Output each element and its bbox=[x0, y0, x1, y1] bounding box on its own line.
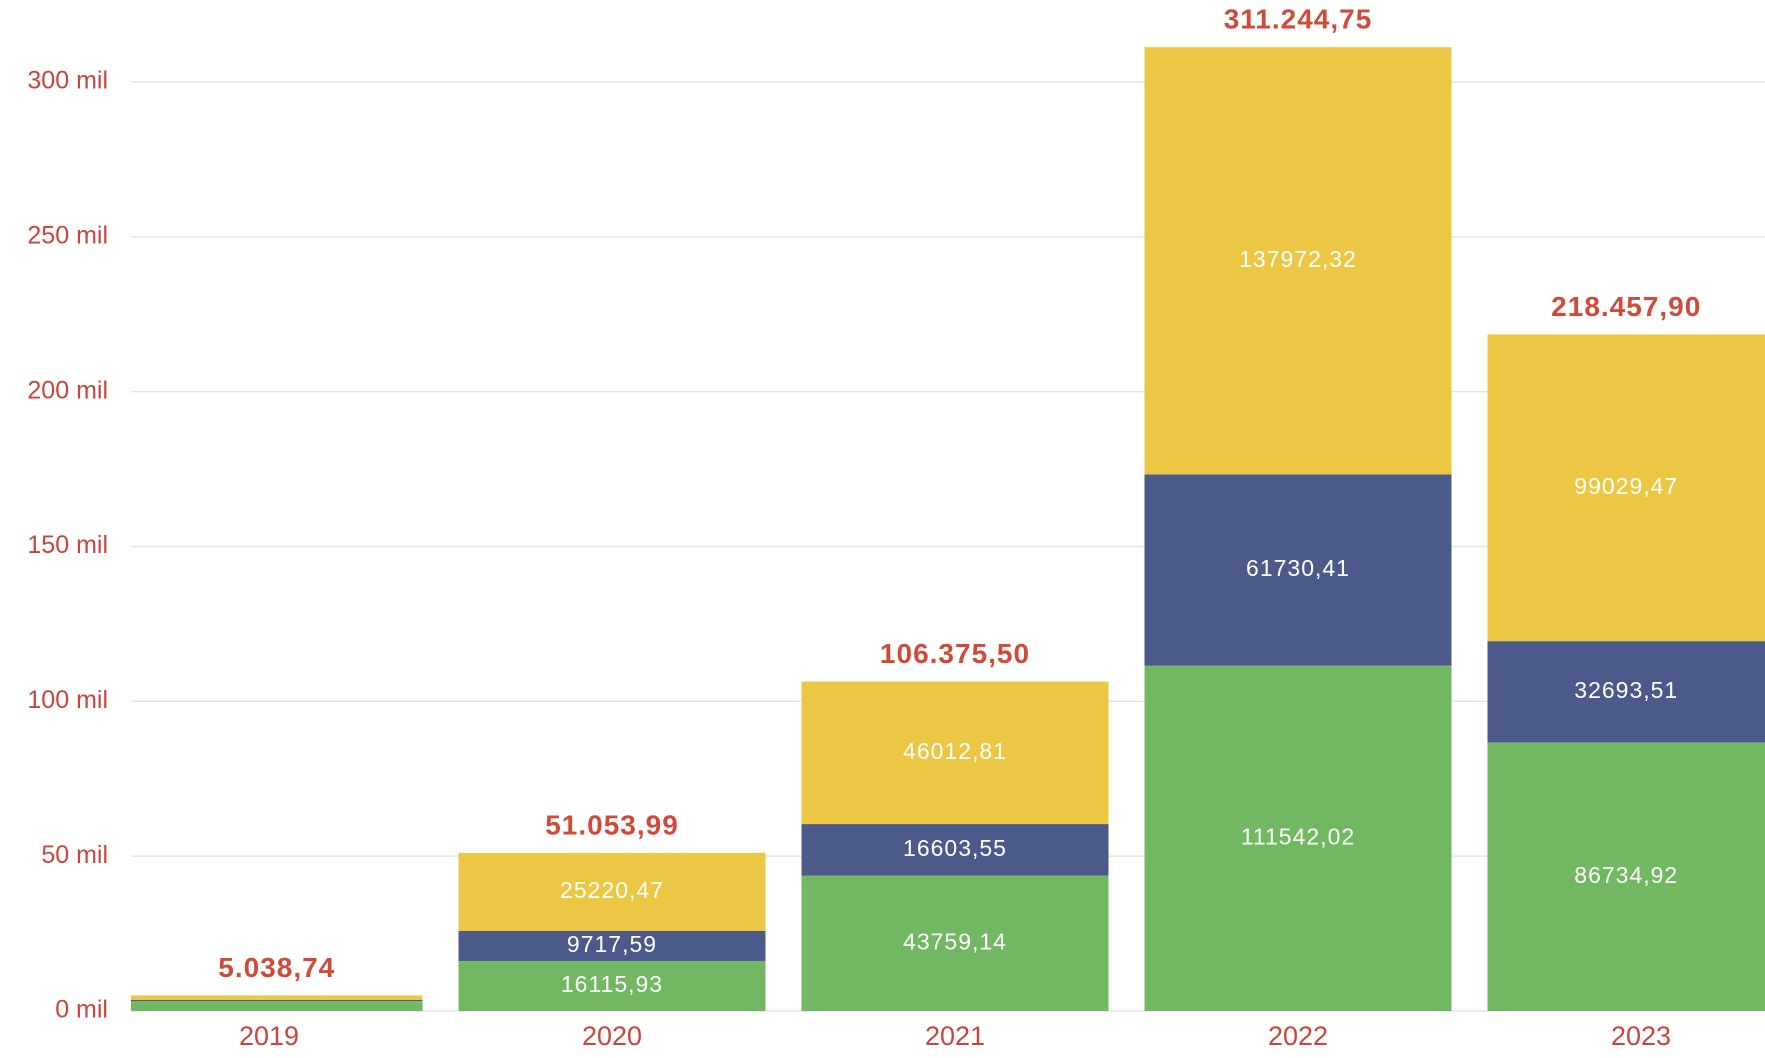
total-label: 51.053,99 bbox=[545, 809, 679, 840]
segment-label: 111542,02 bbox=[1241, 823, 1355, 849]
segment-label: 9717,59 bbox=[567, 931, 657, 957]
bar-segment bbox=[458, 931, 766, 962]
segment-label: 32693,51 bbox=[1574, 677, 1678, 703]
total-label: 106.375,50 bbox=[880, 638, 1030, 669]
bar-segment bbox=[131, 1001, 423, 1011]
labels: 0 mil 50 mil 100 mil 150 mil 200 mil 250 mil 3… bbox=[27, 4, 1701, 1052]
bar-segment bbox=[458, 852, 766, 932]
bar-segment bbox=[1144, 47, 1452, 475]
y-tick-label: 250 mil bbox=[27, 221, 108, 249]
bar-segment bbox=[801, 875, 1109, 1011]
segment-label: 61730,41 bbox=[1246, 555, 1350, 581]
bar-segment bbox=[1487, 742, 1765, 1011]
segment-label: 137972,32 bbox=[1239, 246, 1357, 272]
bar-segment bbox=[1144, 665, 1452, 1011]
total-label: 311.244,75 bbox=[1224, 4, 1373, 35]
bar-segment bbox=[801, 681, 1109, 825]
y-tick-label: 50 mil bbox=[41, 841, 108, 869]
bar-segment bbox=[458, 961, 766, 1011]
total-label: 218.457,90 bbox=[1551, 291, 1701, 322]
bars bbox=[131, 47, 1765, 1011]
bar-segment bbox=[1487, 641, 1765, 743]
y-tick-label: 150 mil bbox=[27, 531, 108, 559]
segment-label: 25220,47 bbox=[560, 877, 664, 903]
x-tick-label: 2020 bbox=[582, 1021, 642, 1051]
y-tick-label: 300 mil bbox=[27, 67, 108, 95]
segment-label: 86734,92 bbox=[1574, 862, 1678, 888]
segment-label: 99029,47 bbox=[1574, 473, 1678, 499]
bar-segment bbox=[131, 995, 423, 1000]
bar-segment bbox=[801, 824, 1109, 876]
segment-label: 16603,55 bbox=[903, 835, 1007, 861]
bar-segment bbox=[1487, 334, 1765, 642]
y-tick-label: 100 mil bbox=[27, 686, 108, 714]
bar-segment bbox=[1144, 474, 1452, 666]
x-tick-label: 2023 bbox=[1611, 1021, 1671, 1051]
bar-segment bbox=[131, 999, 423, 1002]
total-label: 5.038,74 bbox=[218, 952, 335, 983]
segment-label: 43759,14 bbox=[903, 928, 1007, 954]
y-tick-label: 200 mil bbox=[27, 376, 108, 404]
x-tick-label: 2019 bbox=[239, 1021, 299, 1051]
segment-label: 46012,81 bbox=[903, 738, 1007, 764]
x-tick-label: 2021 bbox=[925, 1021, 985, 1051]
y-tick-label: 0 mil bbox=[55, 996, 108, 1024]
segment-label: 16115,93 bbox=[561, 971, 663, 997]
x-tick-label: 2022 bbox=[1268, 1021, 1328, 1051]
